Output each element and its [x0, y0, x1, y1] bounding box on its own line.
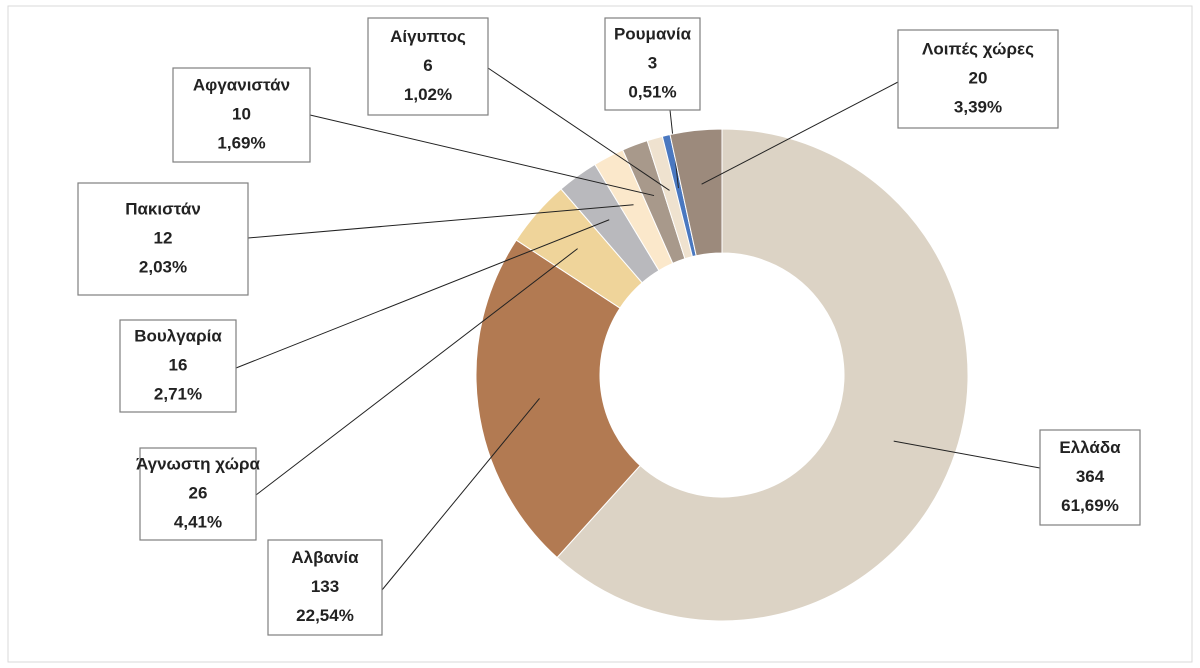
value-label: 16	[169, 355, 188, 374]
value-label: 6	[423, 56, 432, 75]
category-label: Αλβανία	[291, 548, 359, 567]
label-box	[1039, 429, 1141, 526]
category-label: Πακιστάν	[125, 199, 201, 218]
label-box	[77, 182, 249, 296]
category-label: Ρουμανία	[614, 24, 692, 43]
leader-line	[309, 114, 655, 197]
category-label: Ελλάδα	[1059, 438, 1121, 457]
value-label: 10	[232, 104, 251, 123]
leader-line	[247, 204, 634, 239]
percent-label: 3,39%	[954, 97, 1002, 116]
label-box	[119, 319, 237, 413]
percent-label: 1,69%	[217, 133, 265, 152]
percent-label: 2,71%	[154, 384, 202, 403]
leader-line	[255, 248, 578, 496]
donut-slice	[669, 128, 723, 257]
leader-line	[381, 398, 540, 591]
label-box	[139, 447, 257, 541]
category-label: Αίγυπτος	[390, 27, 466, 46]
value-label: 20	[969, 68, 988, 87]
donut-slice	[556, 128, 969, 622]
leader-line	[487, 67, 670, 191]
donut-slice	[475, 239, 641, 559]
label-box	[367, 17, 489, 116]
percent-label: 4,41%	[174, 512, 222, 531]
label-box	[604, 17, 701, 111]
percent-label: 1,02%	[404, 85, 452, 104]
value-label: 133	[311, 577, 339, 596]
percent-label: 0,51%	[628, 82, 676, 101]
label-box	[172, 67, 311, 163]
category-label: Βουλγαρία	[134, 326, 222, 345]
leader-line	[701, 81, 899, 185]
percent-label: 22,54%	[296, 606, 354, 625]
value-label: 3	[648, 53, 657, 72]
leader-line	[893, 440, 1041, 469]
value-label: 26	[189, 483, 208, 502]
value-label: 12	[154, 228, 173, 247]
leader-line	[235, 219, 610, 369]
category-label: Λοιπές χώρες	[922, 39, 1034, 58]
category-label: Αφγανιστάν	[193, 75, 290, 94]
label-box	[897, 29, 1059, 129]
value-label: 364	[1076, 467, 1105, 486]
percent-label: 61,69%	[1061, 496, 1119, 515]
percent-label: 2,03%	[139, 257, 187, 276]
category-label: Άγνωστη χώρα	[136, 454, 261, 473]
label-box	[267, 539, 383, 636]
